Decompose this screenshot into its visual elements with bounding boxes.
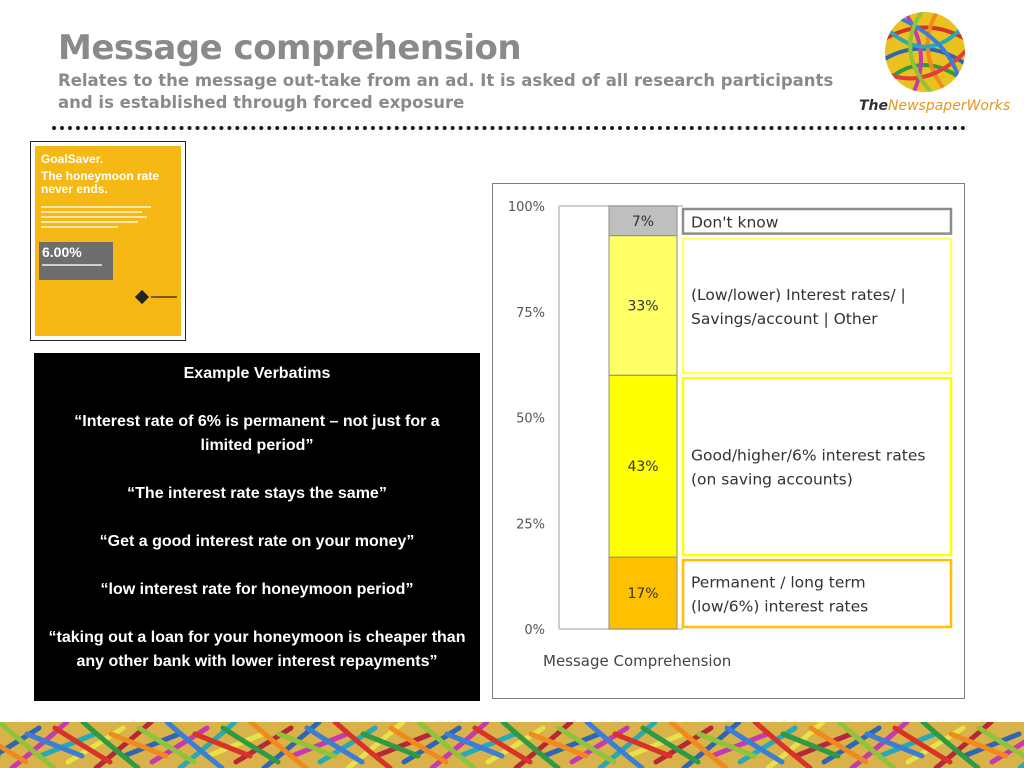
stacked-bar-chart: 0% 25% 50% 75% 100% 17% Permanent / long term (…: [508, 200, 953, 670]
bar-segment: [608, 205, 678, 237]
verbatim-quote: “The interest rate stays the same”: [127, 485, 387, 502]
page-subtitle: Relates to the message out-take from an …: [58, 70, 838, 114]
verbatim-quote: “Get a good interest rate on your money”: [99, 533, 415, 550]
legend-label: (low/6%) interest rates: [691, 598, 868, 616]
verbatims-heading: Example Verbatims: [183, 365, 331, 382]
verbatim-quote: “Interest rate of 6% is permanent – not …: [74, 413, 440, 454]
y-tick-label: 50%: [516, 412, 545, 427]
ad-rate: 6.00%: [42, 244, 82, 260]
data-label: 43%: [627, 459, 658, 475]
data-label: 33%: [627, 298, 658, 314]
ad-brand: GoalSaver.: [41, 152, 104, 166]
bar-segment: [608, 556, 678, 630]
y-tick-label: 100%: [508, 200, 545, 215]
legend-box: [681, 237, 953, 375]
verbatim-quote: “taking out a loan for your honeymoon is…: [48, 629, 466, 670]
legend-label: Permanent / long term: [691, 574, 866, 592]
ad-headline: The honeymoon rate never ends.: [41, 169, 160, 196]
ad-artwork: GoalSaver. The honeymoon rate never ends…: [35, 146, 181, 336]
newspaperworks-logo: TheNewspaperWorks: [855, 10, 1015, 120]
bank-logo-icon: [134, 289, 150, 305]
legend-label: (on saving accounts): [691, 471, 853, 489]
legend-label: (Low/lower) Interest rates/ |: [691, 286, 906, 304]
verbatims-panel: Example Verbatims “Interest rate of 6% i…: [34, 353, 480, 701]
bar-segment: [608, 374, 678, 558]
chart-frame: 0% 25% 50% 75% 100% 17% Permanent / long term (…: [492, 183, 965, 699]
subtitle-line-1: Relates to the message out-take from an …: [58, 71, 834, 90]
rubber-band-ball-icon: [885, 12, 965, 92]
bar-segment: [608, 235, 678, 376]
data-label: 17%: [627, 586, 658, 602]
legend-label: Don't know: [691, 213, 779, 231]
verbatim-quote: “low interest rate for honeymoon period”: [100, 581, 414, 598]
legend-box: [681, 207, 953, 235]
y-tick-label: 25%: [516, 517, 545, 532]
logo-wordmark: TheNewspaperWorks: [859, 98, 1011, 114]
y-tick-label: 0%: [524, 623, 545, 638]
legend-label: Good/higher/6% interest rates: [691, 447, 925, 465]
ad-rate-box: 6.00%: [39, 242, 113, 280]
rubber-band-decoration: [0, 722, 1024, 768]
subtitle-line-2: and is established through forced exposu…: [58, 93, 465, 112]
legend-box: [681, 376, 953, 557]
ad-thumbnail: GoalSaver. The honeymoon rate never ends…: [30, 141, 186, 341]
legend-box: [681, 558, 953, 629]
page-title: Message comprehension: [58, 28, 522, 68]
bank-logo-text: [151, 296, 177, 298]
data-label: 7%: [632, 214, 654, 230]
header-divider: [52, 126, 966, 130]
legend-label: Savings/account | Other: [691, 310, 878, 328]
x-category-label: Message Comprehension: [543, 652, 731, 670]
y-tick-label: 75%: [516, 306, 545, 321]
ad-body-copy: [41, 206, 151, 231]
